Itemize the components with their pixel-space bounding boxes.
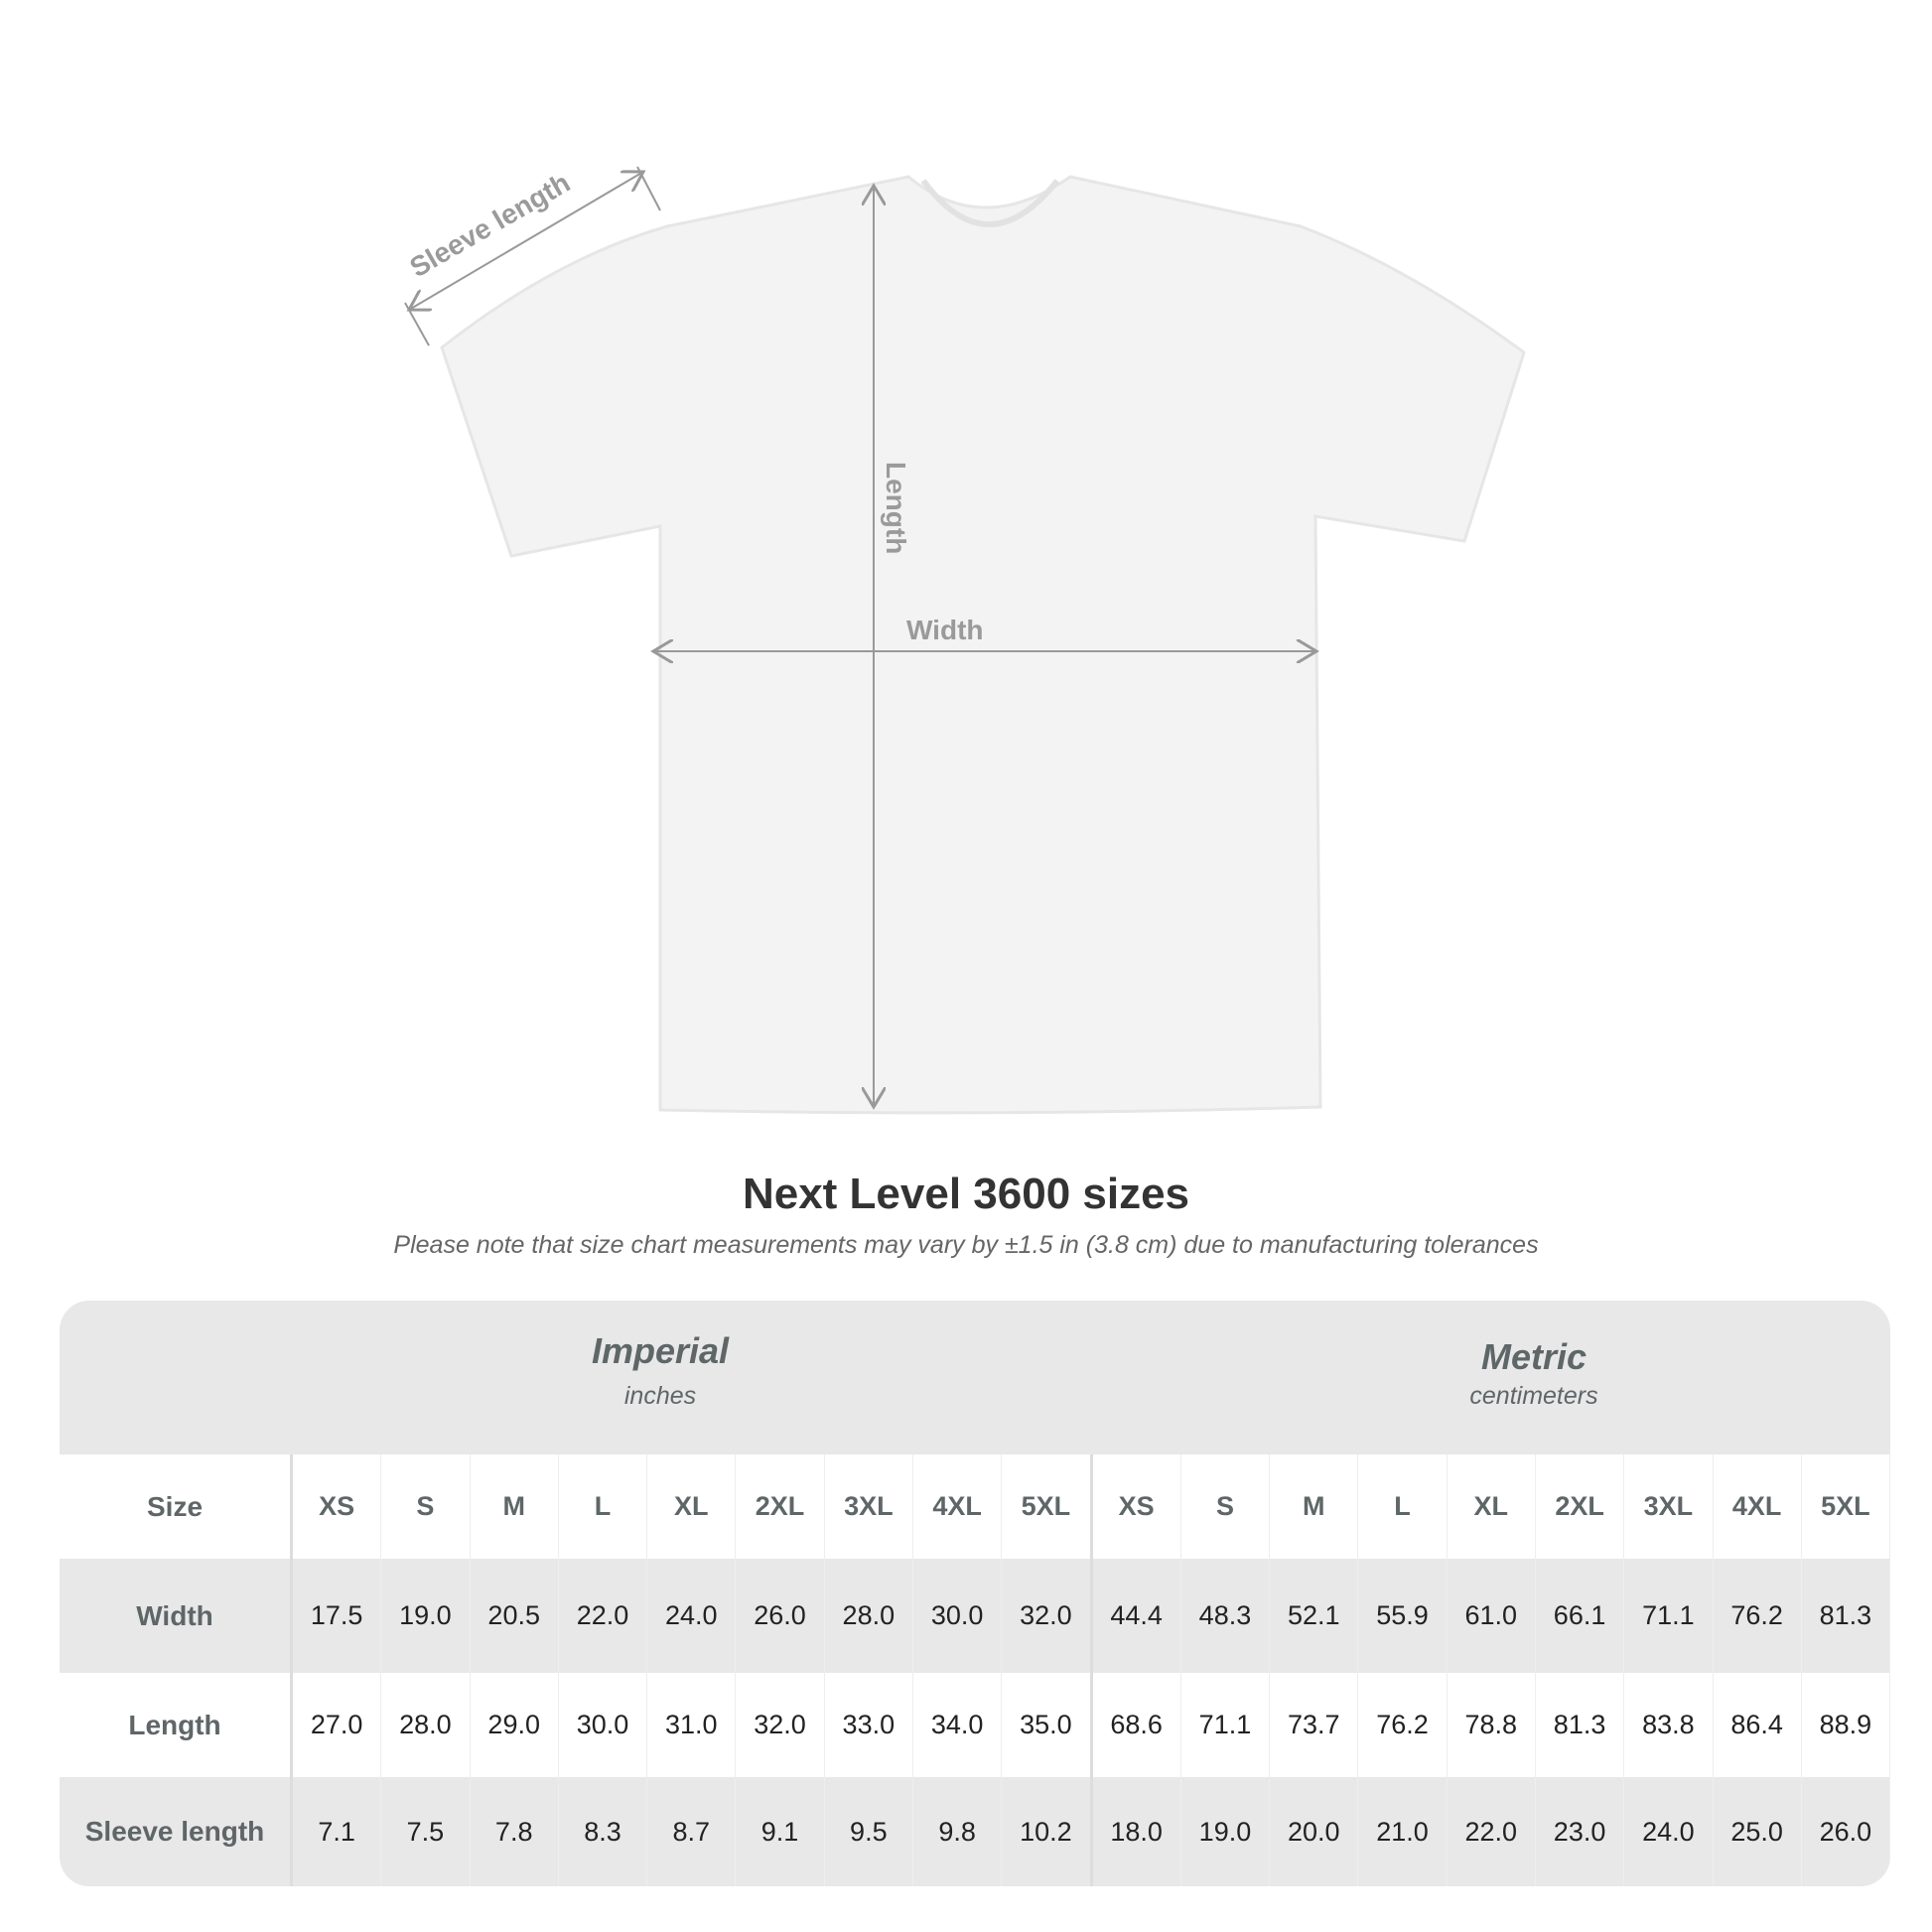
table-cell: 81.3 — [1802, 1559, 1890, 1673]
table-cell: 78.8 — [1448, 1673, 1536, 1777]
table-cell: 71.1 — [1624, 1559, 1714, 1673]
size-header-cell: XS — [1093, 1454, 1181, 1559]
table-cell: 81.3 — [1536, 1673, 1625, 1777]
table-cell: 8.7 — [647, 1777, 737, 1886]
metric-unit: centimeters — [1469, 1382, 1598, 1410]
table-cell: 10.2 — [1002, 1777, 1093, 1886]
table-cell: 76.2 — [1358, 1673, 1448, 1777]
table-cell: 33.0 — [825, 1673, 913, 1777]
metric-group: Metric centimeters — [1226, 1336, 1842, 1411]
size-header-cell: XL — [647, 1454, 737, 1559]
table-cell: 27.0 — [293, 1673, 382, 1777]
width-label: Width — [906, 615, 984, 645]
table-cell: 30.0 — [559, 1673, 648, 1777]
table-cell: 86.4 — [1714, 1673, 1802, 1777]
table-cell: 18.0 — [1093, 1777, 1181, 1886]
table-cell: 26.0 — [1802, 1777, 1890, 1886]
table-cell: 9.8 — [913, 1777, 1003, 1886]
table-cell: 24.0 — [647, 1559, 737, 1673]
table-cell: 17.5 — [293, 1559, 382, 1673]
size-header-cell: 3XL — [825, 1454, 913, 1559]
imperial-group: Imperial inches — [352, 1330, 968, 1411]
table-cell: 32.0 — [1002, 1559, 1093, 1673]
table-cell: 66.1 — [1536, 1559, 1625, 1673]
table-cell: 71.1 — [1181, 1673, 1271, 1777]
table-cell: 44.4 — [1093, 1559, 1181, 1673]
row-label: Length — [60, 1673, 293, 1777]
table-cell: 24.0 — [1624, 1777, 1714, 1886]
size-header-cell: XS — [293, 1454, 382, 1559]
table-cell: 88.9 — [1802, 1673, 1890, 1777]
table-row-sleeve-length: Sleeve length 7.1 7.5 7.8 8.3 8.7 9.1 9.5 9.8 10.… — [60, 1777, 1890, 1886]
page-title: Next Level 3600 sizes — [742, 1170, 1190, 1218]
table-cell: 31.0 — [647, 1673, 737, 1777]
size-header-cell: M — [1270, 1454, 1359, 1559]
table-cell: 7.1 — [293, 1777, 382, 1886]
table-cell: 19.0 — [1181, 1777, 1271, 1886]
size-header-cell: 5XL — [1002, 1454, 1093, 1559]
table-cell: 76.2 — [1714, 1559, 1802, 1673]
table-cell: 29.0 — [471, 1673, 559, 1777]
table-cell: 20.5 — [471, 1559, 559, 1673]
table-cell: 55.9 — [1358, 1559, 1448, 1673]
size-header-cell: 3XL — [1624, 1454, 1714, 1559]
row-label: Width — [60, 1559, 293, 1673]
table-cell: 21.0 — [1358, 1777, 1448, 1886]
length-label: Length — [881, 462, 911, 554]
table-cell: 9.1 — [736, 1777, 825, 1886]
table-cell: 73.7 — [1270, 1673, 1359, 1777]
row-label: Sleeve length — [60, 1777, 293, 1886]
table-cell: 26.0 — [736, 1559, 825, 1673]
table-cell: 48.3 — [1181, 1559, 1271, 1673]
size-header-cell: S — [381, 1454, 471, 1559]
imperial-title: Imperial — [591, 1330, 730, 1371]
table-cell: 7.8 — [471, 1777, 559, 1886]
tolerance-note: Please note that size chart measurements… — [393, 1231, 1539, 1259]
table-row-size: Size XS S M L XL 2XL 3XL 4XL 5XL XS S M L XL 2XL 3XL 4XL 5… — [60, 1454, 1890, 1559]
size-header-cell: M — [471, 1454, 559, 1559]
table-cell: 22.0 — [559, 1559, 648, 1673]
imperial-unit: inches — [623, 1382, 697, 1410]
row-label: Size — [60, 1454, 293, 1559]
size-header-cell: 5XL — [1802, 1454, 1890, 1559]
table-row-length: Length 27.0 28.0 29.0 30.0 31.0 32.0 33.0 34.0 35… — [60, 1673, 1890, 1777]
table-cell: 34.0 — [913, 1673, 1003, 1777]
metric-title: Metric — [1480, 1336, 1587, 1377]
size-table: Imperial inches Metric centimeters Size X… — [60, 1301, 1890, 1886]
table-cell: 52.1 — [1270, 1559, 1359, 1673]
table-header: Imperial inches Metric centimeters — [60, 1301, 1890, 1454]
sleeve-length-label: Sleeve length — [405, 167, 576, 283]
size-header-cell: 4XL — [913, 1454, 1003, 1559]
tshirt-diagram: Sleeve length Length Width — [404, 166, 1526, 1115]
table-cell: 30.0 — [913, 1559, 1003, 1673]
sleeve-length-arrow — [409, 172, 643, 310]
table-cell: 8.3 — [559, 1777, 648, 1886]
size-header-cell: 2XL — [736, 1454, 825, 1559]
table-cell: 32.0 — [736, 1673, 825, 1777]
size-header-cell: L — [559, 1454, 648, 1559]
table-row-width: Width 17.5 19.0 20.5 22.0 24.0 26.0 28.0 30.0 32.… — [60, 1559, 1890, 1673]
table-cell: 28.0 — [825, 1559, 913, 1673]
table-cell: 68.6 — [1093, 1673, 1181, 1777]
size-header-cell: S — [1181, 1454, 1271, 1559]
table-cell: 20.0 — [1270, 1777, 1359, 1886]
table-cell: 25.0 — [1714, 1777, 1802, 1886]
table-cell: 61.0 — [1448, 1559, 1536, 1673]
size-header-cell: XL — [1448, 1454, 1536, 1559]
table-cell: 23.0 — [1536, 1777, 1625, 1886]
table-cell: 83.8 — [1624, 1673, 1714, 1777]
table-cell: 35.0 — [1002, 1673, 1093, 1777]
table-cell: 19.0 — [381, 1559, 471, 1673]
size-header-cell: 2XL — [1536, 1454, 1625, 1559]
table-cell: 9.5 — [825, 1777, 913, 1886]
size-header-cell: L — [1358, 1454, 1448, 1559]
table-cell: 22.0 — [1448, 1777, 1536, 1886]
table-cell: 28.0 — [381, 1673, 471, 1777]
table-cell: 7.5 — [381, 1777, 471, 1886]
size-header-cell: 4XL — [1714, 1454, 1802, 1559]
